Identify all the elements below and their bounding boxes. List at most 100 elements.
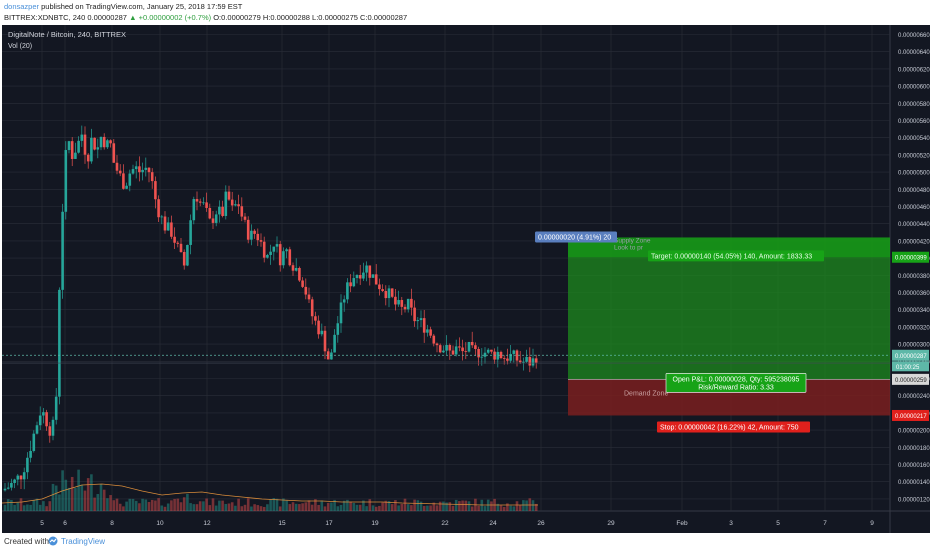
volume-bar	[96, 494, 100, 511]
volume-bar	[6, 499, 10, 511]
volume-bar	[118, 503, 122, 511]
volume-bar	[349, 501, 352, 511]
volume-bar	[515, 501, 519, 511]
candle-body	[429, 329, 432, 336]
x-tick-label: 3	[729, 520, 733, 527]
volume-bar	[269, 499, 272, 511]
volume-bar	[419, 501, 423, 511]
volume-bar	[413, 499, 416, 511]
candle-body	[381, 289, 384, 292]
volume-bar	[339, 504, 343, 511]
volume-bar	[102, 489, 106, 511]
candle-body	[278, 244, 282, 266]
indicator-label: Vol (20)	[8, 43, 32, 50]
candle-body	[358, 275, 362, 279]
candle-body	[234, 204, 237, 206]
volume-bar	[109, 495, 112, 511]
volume-bar	[38, 504, 42, 511]
volume-bar	[218, 500, 221, 511]
candle-body	[125, 185, 128, 189]
candle-body	[339, 302, 343, 324]
candle-body	[102, 136, 106, 148]
candle-body	[506, 358, 509, 361]
candle-body	[512, 350, 516, 354]
y-tick-label: 0.00000380	[898, 274, 930, 280]
candle-body	[19, 475, 23, 480]
y-tick-label: 0.00000360	[898, 291, 930, 297]
candle-body	[170, 222, 173, 237]
x-tick-label: 29	[607, 520, 615, 527]
y-tick-label: 0.00000420	[898, 239, 930, 245]
y-tick-label: 0.00000600	[898, 85, 930, 91]
x-tick-label: 5	[776, 520, 780, 527]
volume-bar	[83, 490, 87, 511]
candle-body	[29, 450, 32, 458]
volume-bar	[422, 505, 426, 511]
stop-label-box	[657, 421, 810, 433]
candle-body	[387, 288, 391, 299]
volume-bar	[192, 504, 196, 511]
candle-body	[346, 282, 349, 300]
candle-body	[42, 412, 45, 416]
x-tick-label: 15	[278, 520, 286, 527]
volume-bar	[42, 501, 45, 511]
entry-price-badge-box	[892, 373, 929, 385]
x-tick-label: Feb	[676, 520, 688, 527]
x-tick-label: 10	[156, 520, 164, 527]
candle-body	[32, 433, 36, 451]
volume-bar	[442, 501, 445, 511]
x-tick-label: 17	[325, 520, 333, 527]
candle-body	[237, 204, 240, 207]
candle-body	[454, 346, 458, 355]
volume-bar	[448, 502, 452, 511]
candle-body	[502, 358, 506, 359]
candle-body	[131, 169, 135, 174]
current-price-badge-box	[892, 349, 929, 361]
candle-body	[518, 360, 522, 363]
volume-bar	[333, 499, 336, 511]
candle-body	[310, 299, 314, 317]
y-tick-label: 0.00000120	[898, 497, 930, 503]
tradingview-link[interactable]: TradingView	[61, 537, 106, 546]
candle-body	[67, 141, 71, 151]
candle-body	[272, 246, 276, 252]
x-tick-label: 26	[537, 520, 545, 527]
candle-body	[166, 222, 170, 231]
candle-body	[365, 265, 368, 273]
volume-bar	[320, 500, 324, 511]
candle-body	[458, 346, 461, 348]
volume-bar	[90, 474, 93, 511]
candle-body	[16, 475, 20, 480]
volume-bar	[458, 501, 461, 511]
volume-bar	[179, 502, 183, 511]
volume-bar	[157, 498, 160, 511]
candle-body	[3, 488, 7, 491]
candle-body	[205, 202, 208, 208]
measure-label: 0.00000020 (4.91%) 20	[538, 234, 611, 241]
volume-bar	[435, 505, 439, 511]
candle-body	[240, 206, 244, 217]
volume-bar	[154, 500, 157, 511]
candle-body	[291, 265, 295, 271]
candle-body	[317, 320, 320, 335]
candle-body	[109, 140, 112, 144]
candle-body	[355, 275, 359, 279]
stop-price-badge: 0.00000217	[895, 414, 927, 420]
candle-body	[134, 166, 138, 170]
volume-bar	[163, 506, 167, 511]
volume-bar	[51, 483, 55, 511]
volume-bar	[512, 506, 516, 511]
volume-bar	[531, 500, 535, 511]
symbol-info: BITTREX:XDNBTC, 240 0.00000287 ▲ +0.0000…	[4, 13, 407, 22]
volume-bar	[314, 499, 317, 511]
candle-body	[362, 272, 365, 279]
volume-bar	[522, 500, 525, 511]
x-tick-label: 8	[110, 520, 114, 527]
x-tick-label: 9	[870, 520, 874, 527]
volume-bar	[246, 498, 250, 511]
price-chart[interactable]: 0.00000660 0.00000640 0.00000620 0.00000600…	[2, 25, 930, 533]
volume-ma-line	[2, 483, 538, 506]
volume-bar	[400, 503, 404, 511]
author-link[interactable]: donsazper	[4, 2, 40, 11]
y-tick-label: 0.00000160	[898, 463, 930, 469]
